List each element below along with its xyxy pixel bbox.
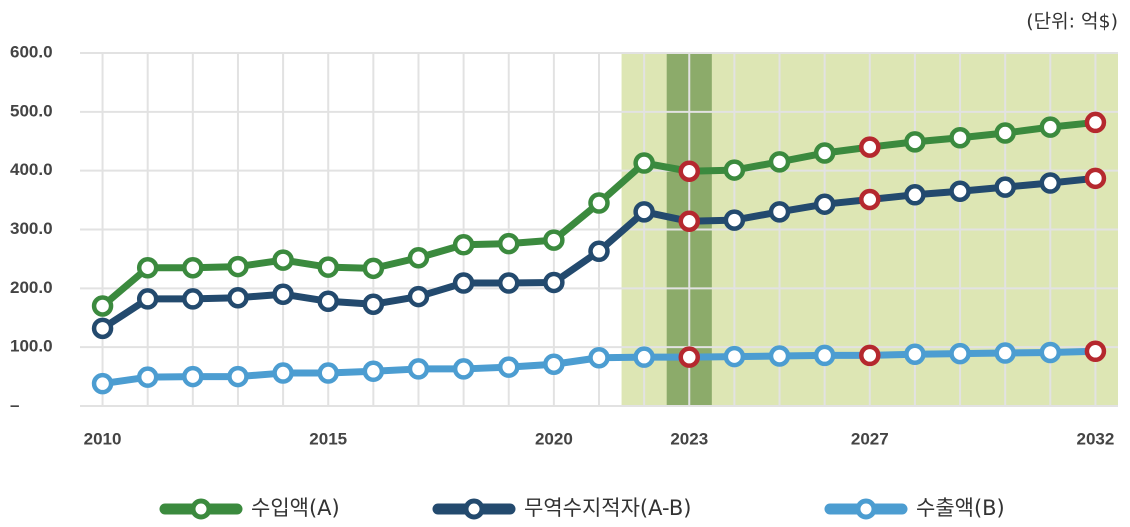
point (633, 152, 655, 174)
x-tick-label: 2020 (535, 429, 573, 448)
point (136, 256, 159, 279)
point (452, 272, 475, 294)
y-tick-label: – (10, 395, 19, 414)
point (859, 344, 881, 367)
legend-marker (463, 498, 485, 520)
point (723, 345, 746, 368)
point (588, 240, 610, 263)
point (994, 122, 1016, 144)
point (452, 234, 475, 256)
point (362, 293, 385, 315)
point (813, 142, 836, 164)
legend-label: 무역수지적자(A-B) (524, 496, 691, 520)
legend-marker (855, 498, 877, 520)
point (497, 356, 520, 378)
point (136, 288, 159, 310)
legend-marker (190, 498, 212, 520)
point (768, 151, 791, 173)
point (227, 365, 249, 388)
point (452, 358, 475, 380)
x-tick-label: 2023 (670, 429, 708, 448)
legend-item: 무역수지적자(A-B) (432, 496, 691, 520)
point (182, 365, 204, 388)
point (362, 360, 385, 383)
point (182, 256, 204, 279)
point (182, 288, 204, 310)
point (633, 346, 655, 368)
point (1039, 172, 1062, 194)
point (859, 188, 881, 211)
point (407, 246, 430, 269)
point (949, 126, 971, 149)
y-tick-label: 500.0 (10, 101, 53, 120)
point (272, 283, 294, 305)
point (136, 366, 159, 388)
point (543, 229, 565, 251)
point (543, 271, 565, 294)
point (949, 180, 971, 203)
point (1039, 341, 1062, 364)
point (949, 342, 971, 365)
point (272, 362, 294, 384)
point (813, 344, 836, 367)
point (588, 192, 610, 214)
point (227, 286, 249, 309)
point (723, 159, 746, 181)
point (543, 353, 565, 375)
point (588, 347, 610, 369)
point (994, 342, 1016, 364)
point (904, 184, 926, 206)
point (317, 256, 339, 278)
point (678, 346, 701, 368)
legend-item: 수입액(A) (159, 496, 340, 520)
point (1039, 116, 1062, 138)
point (859, 136, 881, 158)
point (904, 343, 926, 365)
point (497, 232, 520, 255)
point (407, 285, 430, 308)
point (768, 201, 791, 223)
point (91, 295, 114, 317)
point (1084, 111, 1107, 134)
point (91, 317, 114, 340)
x-tick-label: 2010 (84, 429, 122, 448)
point (317, 290, 339, 313)
point (1084, 167, 1107, 190)
point (904, 131, 926, 153)
legend-label: 수출액(B) (916, 496, 1005, 520)
point (227, 255, 249, 278)
y-tick-label: 600.0 (10, 42, 53, 61)
point (1084, 340, 1107, 363)
point (272, 249, 294, 271)
x-tick-label: 2027 (851, 429, 889, 448)
legend-item: 수출액(B) (824, 496, 1005, 520)
y-tick-label: 200.0 (10, 278, 53, 297)
legend-label: 수입액(A) (251, 496, 340, 520)
point (362, 257, 385, 280)
x-tick-label: 2032 (1077, 429, 1115, 448)
unit-label: (단위: 억$) (1026, 11, 1118, 33)
point (497, 272, 520, 294)
point (407, 358, 430, 380)
y-tick-label: 300.0 (10, 219, 53, 238)
point (994, 176, 1016, 198)
point (91, 372, 114, 395)
point (633, 201, 655, 223)
point (678, 160, 701, 183)
point (813, 193, 836, 215)
point (723, 209, 746, 231)
x-tick-label: 2015 (309, 429, 347, 448)
y-tick-label: 100.0 (10, 337, 53, 356)
point (678, 210, 701, 233)
point (768, 345, 791, 367)
point (317, 362, 339, 384)
y-tick-label: 400.0 (10, 160, 53, 179)
